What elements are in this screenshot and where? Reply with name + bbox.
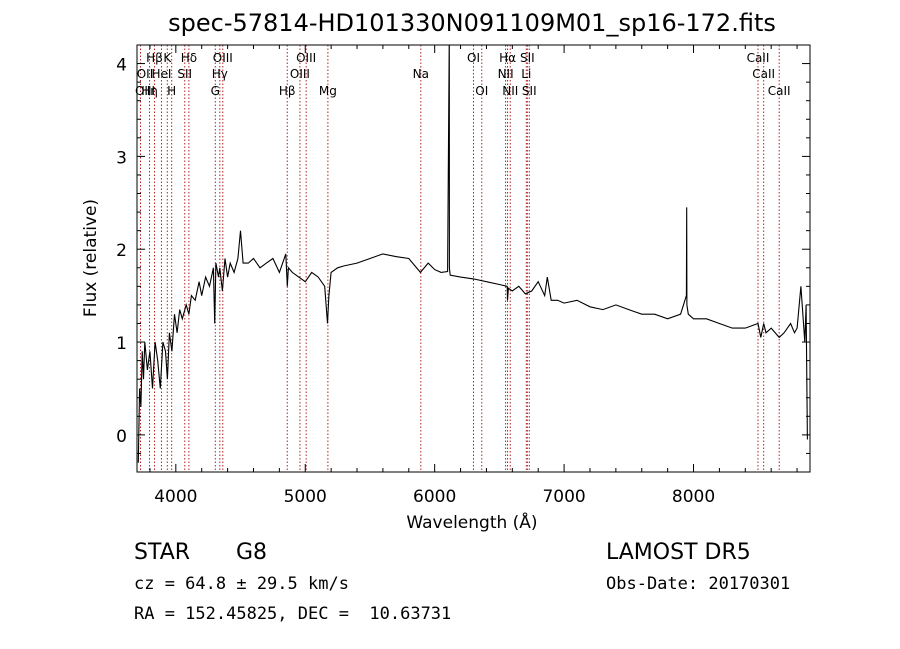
line-annotation-label: H: [167, 84, 176, 98]
line-annotation-label: OIII: [290, 67, 310, 81]
y-tick-label: 0: [116, 427, 127, 447]
line-annotation-label: Li: [521, 67, 531, 81]
line-annotation-label: Hδ: [181, 51, 197, 65]
y-tick-label: 2: [116, 241, 127, 261]
line-annotation-label: SII: [520, 51, 535, 65]
survey-name: LAMOST DR5: [606, 540, 751, 565]
x-tick-label: 6000: [413, 487, 456, 507]
subclass: G8: [236, 540, 268, 565]
chart-title: spec-57814-HD101330N091109M01_sp16-172.f…: [168, 9, 776, 37]
line-annotation-label: CaII: [752, 67, 775, 81]
x-tick-label: 8000: [672, 487, 715, 507]
x-tick-label: 4000: [154, 487, 197, 507]
line-annotation-label: Hη: [141, 84, 158, 98]
spectrum-line: [137, 44, 808, 463]
y-tick-label: 3: [116, 148, 127, 168]
line-annotation-label: NII: [498, 67, 514, 81]
coordinates: RA = 152.45825, DEC = 10.63731: [134, 604, 452, 624]
line-annotation-label: SII: [177, 67, 192, 81]
y-axis-label: Flux (relative): [81, 199, 101, 317]
x-tick-label: 7000: [542, 487, 585, 507]
line-annotation-label: OIII: [296, 51, 316, 65]
line-annotation-label: Mg: [319, 84, 337, 98]
line-annotation-label: OIII: [213, 51, 233, 65]
line-annotation-label: Hβ: [146, 51, 163, 65]
line-annotation-label: OI: [467, 51, 480, 65]
line-annotation-label: Na: [413, 67, 429, 81]
x-axis-label: Wavelength (Å): [406, 511, 537, 533]
object-class: STAR: [134, 540, 191, 565]
line-annotation-label: NII: [502, 84, 518, 98]
x-tick-label: 5000: [284, 487, 327, 507]
line-annotation-label: Hγ: [212, 67, 228, 81]
plot-frame: [136, 44, 811, 473]
line-annotation-label: HeI: [151, 67, 171, 81]
line-annotation-label: OIII: [135, 84, 155, 98]
redshift-velocity: cz = 64.8 ± 29.5 km/s: [134, 574, 349, 594]
line-annotation-label: Hβ: [279, 84, 296, 98]
y-tick-label: 1: [116, 334, 127, 354]
y-tick-label: 4: [116, 56, 127, 76]
line-annotation-label: OII: [137, 67, 154, 81]
line-annotation-label: K: [163, 51, 172, 65]
line-annotation-label: CaII: [768, 84, 791, 98]
line-annotation-label: G: [211, 84, 220, 98]
line-annotation-label: Hα: [499, 51, 516, 65]
line-annotation-label: SII: [522, 84, 537, 98]
line-annotation-label: CaII: [747, 51, 770, 65]
observation-date: Obs-Date: 20170301: [606, 574, 791, 594]
line-annotation-label: OI: [475, 84, 488, 98]
